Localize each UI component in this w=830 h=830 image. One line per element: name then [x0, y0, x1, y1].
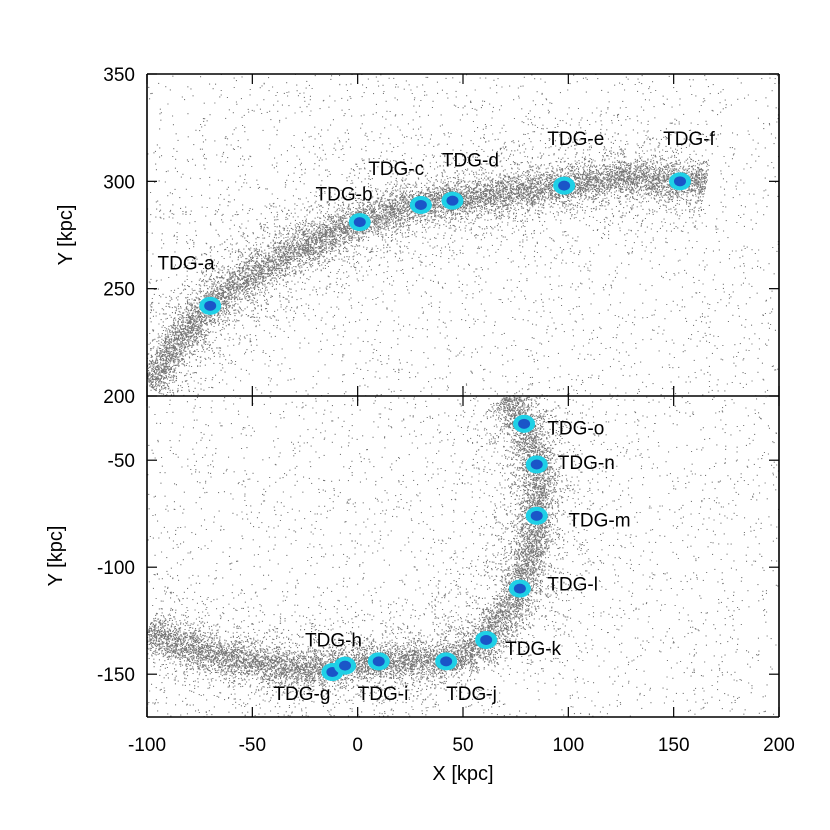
tdg-label-tdg-m: TDG-m [568, 511, 630, 532]
bottom-panel: TDG-g TDG-h TDG-i TDG-j TDG-k TDG-l TDG-m TDG-n… [97, 396, 795, 756]
tdg-core-tdg-d [446, 195, 459, 206]
tdg-label-tdg-b: TDG-b [316, 185, 373, 206]
tdg-label-tdg-a: TDG-a [158, 253, 215, 274]
top-y-tick-label: 300 [103, 172, 135, 193]
tdg-core-tdg-l [513, 583, 526, 594]
tdg-core-tdg-e [558, 180, 571, 191]
top-tdg-labels: TDG-a TDG-b TDG-c TDG-d TDG-e TDG-f [158, 129, 716, 275]
top-y-tick-label: 250 [103, 280, 135, 301]
top-particle-scatter [147, 74, 779, 396]
x-tick-label: -100 [128, 735, 166, 756]
tdg-label-tdg-i: TDG-i [358, 684, 409, 705]
x-axis-title: X [kpc] [432, 763, 493, 785]
tdg-core-tdg-j [440, 656, 453, 667]
x-tick-label: 150 [658, 735, 690, 756]
tdg-label-tdg-k: TDG-k [505, 639, 561, 660]
tdg-label-tdg-e: TDG-e [547, 129, 604, 150]
bottom-axes: -100 -50 0 50 100 150 200 -150 -100 -50 [97, 396, 795, 756]
bottom-y-tick-label: -100 [97, 558, 135, 579]
tdg-core-tdg-k [480, 634, 493, 645]
x-tick-label: 50 [452, 735, 473, 756]
tdg-core-tdg-c [414, 199, 427, 210]
bottom-particle-scatter [147, 396, 779, 717]
tdg-label-tdg-c: TDG-c [368, 159, 424, 180]
tdg-label-tdg-j: TDG-j [446, 684, 497, 705]
tdg-label-tdg-o: TDG-o [547, 419, 604, 440]
top-axes: 200 250 300 350 [103, 65, 780, 408]
tdg-core-tdg-b [353, 217, 366, 228]
bottom-y-tick-label: -50 [108, 451, 135, 472]
tdg-core-tdg-m [530, 510, 543, 521]
tdg-label-tdg-h: TDG-h [305, 630, 362, 651]
top-panel: TDG-a TDG-b TDG-c TDG-d TDG-e TDG-f 200 250 300… [103, 65, 780, 408]
x-tick-label: -50 [239, 735, 266, 756]
bottom-tdg-labels: TDG-g TDG-h TDG-i TDG-j TDG-k TDG-l TDG-m TDG-n… [273, 419, 630, 705]
tdg-core-tdg-a [204, 300, 217, 311]
bottom-y-tick-label: -150 [97, 665, 135, 686]
tdg-core-tdg-h [339, 660, 352, 671]
top-y-tick-label: 200 [103, 387, 135, 408]
tdg-core-tdg-f [673, 176, 686, 187]
top-y-tick-label: 350 [103, 65, 135, 86]
top-particles [147, 74, 779, 396]
bottom-tdg-markers [321, 414, 548, 682]
top-y-axis-title: Y [kpc] [55, 205, 77, 266]
tdg-core-tdg-n [530, 459, 543, 470]
tdg-label-tdg-l: TDG-l [547, 575, 598, 596]
tdg-label-tdg-g: TDG-g [273, 684, 330, 705]
tdg-label-tdg-n: TDG-n [558, 453, 615, 474]
tdg-label-tdg-d: TDG-d [442, 150, 499, 171]
x-tick-label: 200 [763, 735, 795, 756]
tdg-label-tdg-f: TDG-f [663, 129, 715, 150]
tdg-core-tdg-i [372, 656, 385, 667]
tdg-core-tdg-o [518, 418, 531, 429]
bottom-y-axis-title: Y [kpc] [45, 526, 67, 587]
top-tdg-markers [199, 172, 691, 315]
x-tick-label: 100 [552, 735, 584, 756]
bottom-particles [147, 396, 779, 717]
x-tick-label: 0 [352, 735, 363, 756]
